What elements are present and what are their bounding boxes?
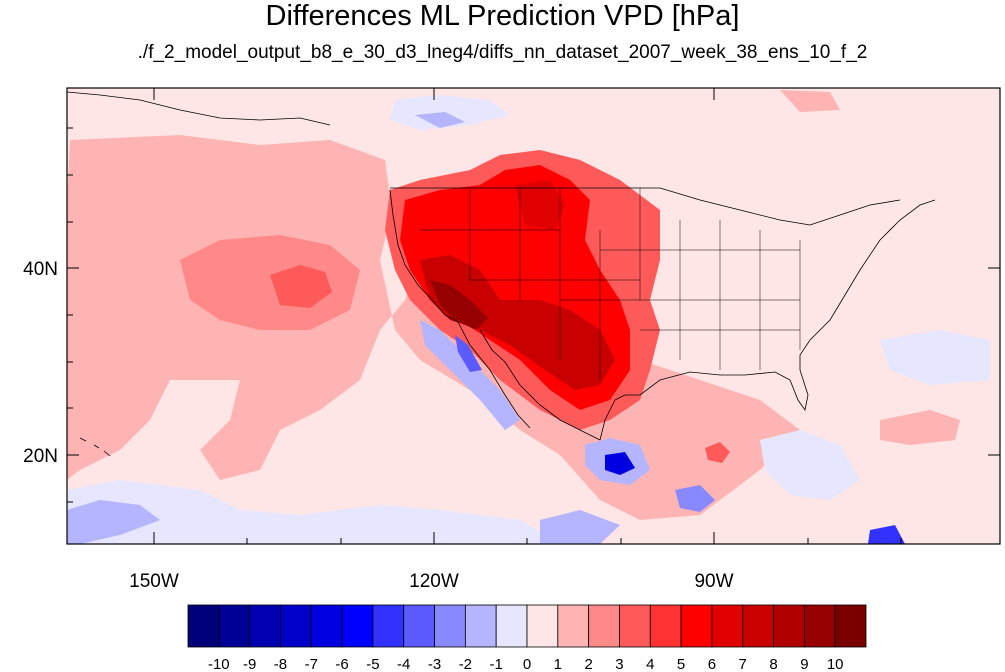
colorbar-swatch <box>680 604 713 648</box>
colorbar-swatch <box>280 604 312 648</box>
colorbar-tick-label: -10 <box>208 656 230 672</box>
colorbar-tick-label: -2 <box>459 656 472 672</box>
colorbar-tick-label: -8 <box>274 656 287 672</box>
colorbar-swatch <box>526 604 559 648</box>
colorbar-tick-label: -6 <box>335 656 348 672</box>
colorbar-tick-label: -5 <box>366 656 379 672</box>
field-gulf-pos4 <box>705 442 730 463</box>
hawaii-islands <box>79 437 111 457</box>
colorbar-tick-label: 7 <box>739 656 747 672</box>
map-subtitle: ./f_2_model_output_b8_e_30_d3_lneg4/diff… <box>137 42 868 63</box>
field-pacific-neg1-north <box>390 95 510 130</box>
field-se-corner-neg <box>868 525 905 544</box>
field-south-neg1 <box>67 480 560 544</box>
lon-label: 150W <box>129 571 179 592</box>
colorbar-tick-label: 0 <box>523 656 531 672</box>
coastlines <box>67 91 936 457</box>
colorbar <box>187 604 867 648</box>
field-atlantic-pos2 <box>880 410 960 445</box>
colorbar-tick-label: 10 <box>827 656 844 672</box>
field-pacific-neg2-north <box>415 112 465 128</box>
plot-frame <box>66 87 1001 545</box>
field-southwest-pos8 <box>420 255 615 390</box>
alaska-coast <box>67 91 331 126</box>
colorbar-tick-label: 9 <box>800 656 808 672</box>
field-mexico2-neg3 <box>675 485 715 512</box>
colorbar-swatch <box>464 604 497 648</box>
field-pacific-pos4 <box>270 265 332 308</box>
axis-ticks <box>67 88 1000 544</box>
colorbar-tick-label: 4 <box>646 656 654 672</box>
field-socal-pos10 <box>430 280 488 330</box>
field-south2-neg2 <box>540 510 620 544</box>
colorbar-swatch <box>434 604 466 648</box>
colorbar-swatch <box>218 604 251 648</box>
lat-label: 20N <box>23 446 58 467</box>
colorbar-labels: -10 -9 -8 -7 -6 -5 -4 -3 -2 -1 0 1 2 3 4 5 6 7 8 9 10 <box>208 656 844 672</box>
lon-label: 120W <box>409 571 459 592</box>
us-canada-border <box>390 187 901 226</box>
colorbar-swatch <box>341 604 374 648</box>
gulf-coast <box>599 199 936 441</box>
lon-labels: 150W 120W 90W <box>129 571 733 592</box>
contour-field <box>67 88 1000 544</box>
colorbar-tick-label: 1 <box>554 656 562 672</box>
baja-peninsula <box>457 321 601 441</box>
colorbar-swatch <box>711 604 744 648</box>
colorbar-swatch <box>557 604 590 648</box>
lat-label: 40N <box>23 259 58 280</box>
colorbar-tick-label: 6 <box>708 656 716 672</box>
state-lines <box>420 188 801 380</box>
lat-labels: 40N 20N <box>23 259 58 467</box>
field-mexico-neg6 <box>605 452 635 475</box>
colorbar-swatch <box>803 604 836 648</box>
colorbar-tick-label: 3 <box>615 656 623 672</box>
lon-label: 90W <box>694 571 733 592</box>
colorbar-tick-label: 2 <box>584 656 592 672</box>
colorbar-swatch <box>403 604 435 648</box>
colorbar-swatch <box>619 604 651 648</box>
field-se-neg1 <box>760 430 860 500</box>
colorbar-tick-label: 5 <box>677 656 685 672</box>
field-baja-neg2 <box>420 320 520 430</box>
colorbar-tick-label: -3 <box>428 656 441 672</box>
colorbar-swatch <box>495 604 528 648</box>
colorbar-tick-label: -4 <box>397 656 410 672</box>
colorbar-swatch <box>249 604 281 648</box>
field-baja-neg4 <box>455 335 482 372</box>
colorbar-swatch <box>588 604 620 648</box>
colorbar-swatch <box>187 604 220 648</box>
colorbar-swatch <box>310 604 343 648</box>
colorbar-swatch <box>372 604 405 648</box>
colorbar-tick-label: -7 <box>305 656 318 672</box>
field-east-neg1 <box>880 330 990 385</box>
colorbar-swatch <box>773 604 805 648</box>
colorbar-swatch <box>834 604 867 648</box>
map-title: Differences ML Prediction VPD [hPa] <box>265 0 740 32</box>
colorbar-tick-label: -1 <box>490 656 503 672</box>
colorbar-tick-label: 8 <box>769 656 777 672</box>
us-west-coast <box>389 189 459 323</box>
colorbar-swatch <box>649 604 682 648</box>
field-northeast-pos2 <box>780 90 840 112</box>
field-basin-pos7 <box>515 180 565 230</box>
field-south-neg2 <box>67 500 160 544</box>
colorbar-tick-label: -9 <box>243 656 256 672</box>
field-pacific-pos3 <box>180 235 360 330</box>
colorbar-swatch <box>742 604 774 648</box>
